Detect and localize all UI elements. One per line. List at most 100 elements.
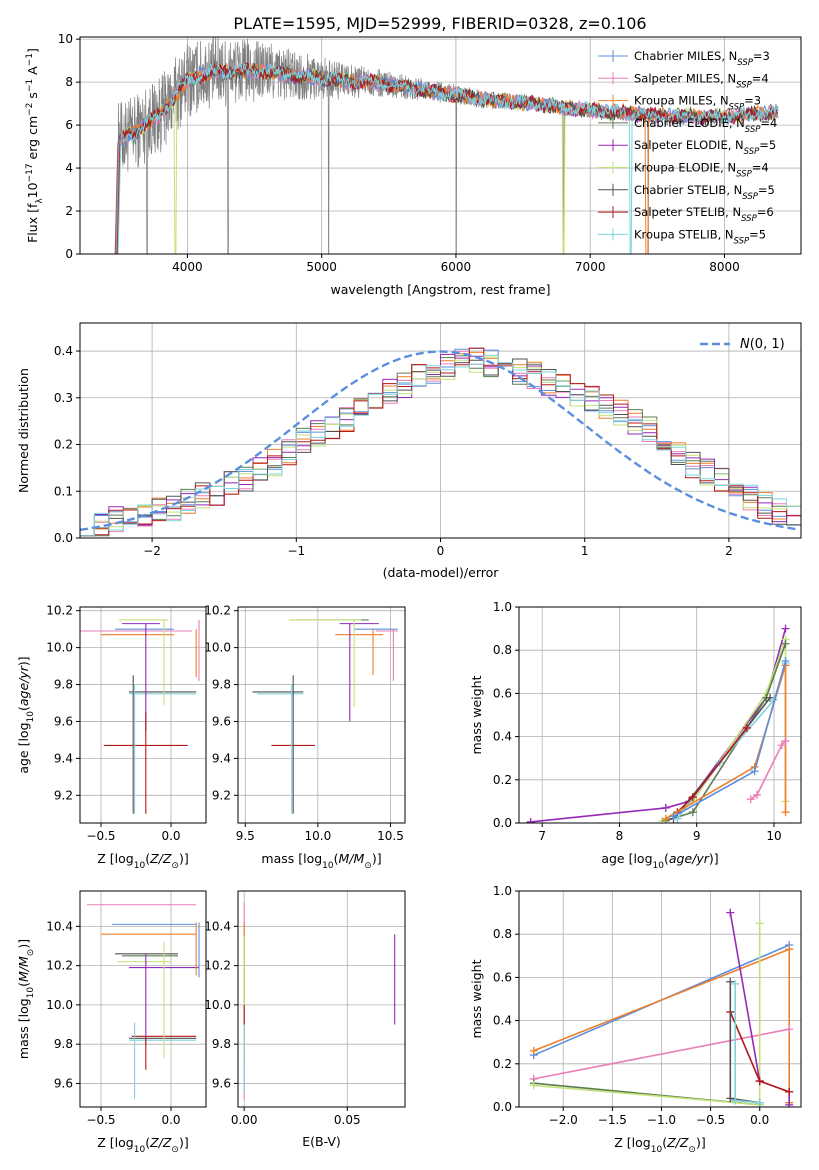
label-part: wavelength [Angstrom, rest frame] [330,282,550,297]
label-part: 10 [26,711,36,723]
label-part: ⊙ [171,1145,179,1155]
x-tick-label: −1.5 [598,1113,627,1127]
y-tick-label: 0.2 [493,1057,512,1071]
legend-entry: Salpeter ELODIE, NSSP=5 [634,138,776,157]
series-marker [785,945,794,954]
plot-area [87,904,200,1100]
series-marker [726,908,735,917]
label-part: ⊙ [171,861,179,871]
series-line-chabrier-elodie [665,643,787,822]
axes: 0.00 0.05 9.6 9.8 10.0 10.2 10.4 [204,890,406,1127]
plot-area [252,619,398,814]
series-marker [752,790,761,799]
label-part: 10 [26,987,36,999]
y-tick-label: 8 [65,75,73,89]
y-tick-label: 10.2 [46,604,73,618]
series-marker [746,795,755,804]
legend-subscript: SSP [744,147,760,157]
x-tick-label: 0 [437,544,445,558]
legend-text: Chabrier STELIB, N [634,183,742,197]
x-axis-label: mass [log10(M/M⊙)] [261,851,381,871]
series-marker [785,1087,794,1096]
legend-subscript: SSP [734,236,750,246]
figure-title: PLATE=1595, MJD=52999, FIBERID=0328, z=0… [233,14,646,33]
legend-text: Salpeter MILES, N [634,71,736,85]
label-part: 10 [322,861,334,871]
label-part: ⊙ [26,949,36,957]
legend-entry: Kroupa MILES, NSSP=3 [634,94,761,113]
x-tick-label: 5000 [306,260,337,274]
label-part: Flux [f [25,203,40,243]
y-tick-label: 1.0 [493,884,512,898]
y-tick-label: 9.2 [54,788,73,802]
label-part: ( [16,706,31,711]
x-tick-label: 0.0 [161,1113,180,1127]
y-tick-label: 1.0 [493,600,512,614]
legend-subscript: SSP [745,125,761,135]
legend-text: Chabrier MILES, N [634,49,737,63]
x-axis-label: Z [log10(Z/Z⊙)] [97,851,188,871]
y-tick-label: 2 [65,204,73,218]
x-axis-label: (data-model)/error [383,565,500,580]
y-tick-label: 9.8 [212,1037,231,1051]
series-marker [781,736,790,745]
y-tick-label: 9.6 [212,1076,231,1090]
y-tick-label: 9.2 [212,788,231,802]
legend-suffix: =4 [752,71,769,85]
series-line-kroupa-stelib [734,983,760,1104]
series-marker [742,723,751,732]
y-tick-label: 9.6 [54,714,73,728]
legend-entry: Salpeter STELIB, NSSP=6 [634,205,774,224]
legend-subscript: SSP [741,214,757,224]
y-tick-label: 9.4 [212,751,231,765]
y-tick-label: 10.4 [46,919,73,933]
y-tick-label: 4 [65,161,73,175]
axes-frame [518,890,802,1108]
series-marker [688,808,697,817]
panel-spectrum: 4000 5000 6000 7000 8000 0 2 4 6 8 10 wavelength [A… [25,32,802,297]
y-tick-label: 9.8 [54,1037,73,1051]
label-part: −2 [25,103,35,116]
y-tick-label: 0.2 [54,438,73,452]
legend-text: N [740,337,750,352]
label-part: −1 [25,53,35,66]
plot-area [529,908,794,1107]
legend: N(0, 1) [700,337,785,352]
legend-entry: Kroupa ELODIE, NSSP=4 [634,161,769,180]
x-tick-label: −2.0 [549,1113,578,1127]
series-line-kroupa-elodie [533,923,761,1106]
label-part: ( [334,851,339,866]
label-part: ( [16,982,31,987]
axes-frame [237,606,406,824]
legend-suffix: (0, 1) [750,337,785,352]
axes: −2 −1 0 1 2 0.0 0.1 0.2 0.3 0.4 [54,322,802,558]
x-tick-label: 9.5 [236,829,255,843]
y-tick-label: 0 [65,247,73,261]
grid [80,891,206,1107]
series-marker [781,657,790,665]
plot-area [80,347,801,537]
y-tick-label: 0.8 [493,643,512,657]
y-tick-label: 10.0 [204,641,231,655]
label-part: ( [145,851,150,866]
legend-suffix: =5 [749,227,766,241]
x-tick-label: −1 [287,544,305,558]
axes: 4000 5000 6000 7000 8000 0 2 4 6 8 10 [58,32,802,274]
legend-entry: N(0, 1) [740,337,785,352]
label-part: erg cm [25,116,40,164]
legend-suffix: =6 [757,205,774,219]
label-part: 10 [134,1145,146,1155]
y-tick-label: 0.6 [493,686,512,700]
y-tick-label: 10 [58,32,73,46]
plot-area [114,37,779,254]
axes: −0.5 0.0 9.2 9.4 9.6 9.8 10.0 10.2 [46,604,207,843]
y-tick-label: 9.6 [212,714,231,728]
y-tick-label: 0.3 [54,391,73,405]
label-part: Z/Z [149,1135,172,1150]
series-marker [669,812,678,821]
label-part: age/yr [669,851,710,866]
y-tick-label: 0.4 [54,344,73,358]
legend-suffix: =3 [744,94,761,108]
legend-entry: Chabrier MILES, NSSP=3 [634,49,770,68]
